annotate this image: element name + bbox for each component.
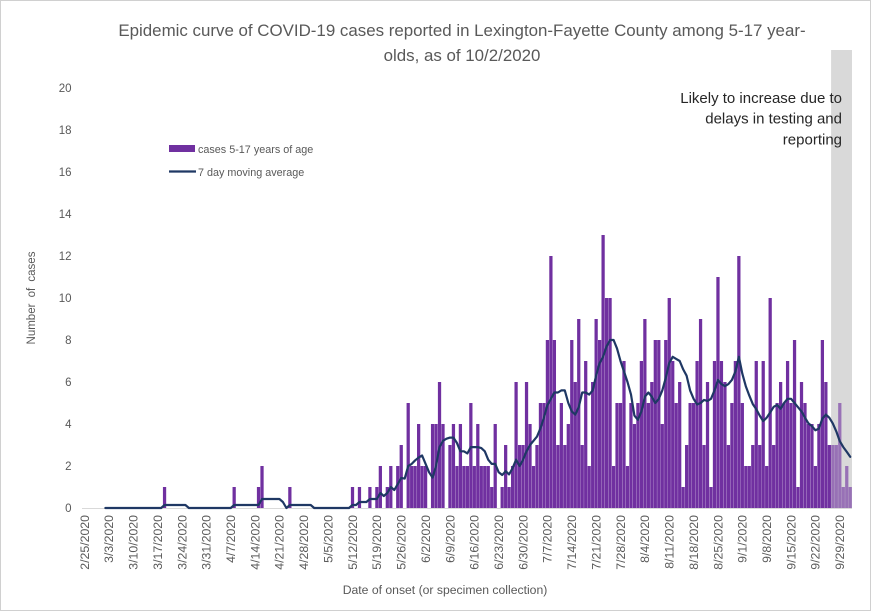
svg-text:olds, as of 10/2/2020: olds, as of 10/2/2020 bbox=[384, 46, 541, 65]
svg-text:cases 5-17 years of age: cases 5-17 years of age bbox=[198, 144, 313, 156]
svg-text:8/18/2020: 8/18/2020 bbox=[687, 515, 701, 570]
svg-text:9/29/2020: 9/29/2020 bbox=[833, 515, 847, 570]
svg-text:6/30/2020: 6/30/2020 bbox=[516, 515, 530, 570]
svg-text:8/11/2020: 8/11/2020 bbox=[663, 515, 677, 569]
svg-text:7/28/2020: 7/28/2020 bbox=[614, 515, 628, 570]
svg-text:delays in testing and: delays in testing and bbox=[705, 111, 842, 128]
svg-text:18: 18 bbox=[59, 125, 72, 137]
svg-text:6/9/2020: 6/9/2020 bbox=[443, 515, 457, 563]
svg-text:6: 6 bbox=[65, 377, 71, 389]
svg-text:Likely to increase due to: Likely to increase due to bbox=[680, 90, 842, 107]
svg-text:4/28/2020: 4/28/2020 bbox=[297, 515, 311, 570]
svg-text:Date of onset (or specimen col: Date of onset (or specimen collection) bbox=[343, 583, 548, 597]
svg-text:9/1/2020: 9/1/2020 bbox=[736, 515, 750, 563]
svg-text:3/10/2020: 3/10/2020 bbox=[127, 515, 141, 570]
svg-text:0: 0 bbox=[65, 503, 71, 515]
svg-text:8: 8 bbox=[65, 335, 71, 347]
svg-text:6/2/2020: 6/2/2020 bbox=[419, 515, 433, 563]
svg-text:5/19/2020: 5/19/2020 bbox=[370, 515, 384, 570]
svg-text:2/25/2020: 2/25/2020 bbox=[78, 515, 92, 570]
svg-text:7/7/2020: 7/7/2020 bbox=[541, 515, 555, 563]
svg-text:5/26/2020: 5/26/2020 bbox=[395, 515, 409, 570]
svg-text:3/31/2020: 3/31/2020 bbox=[200, 515, 214, 570]
svg-text:8/4/2020: 8/4/2020 bbox=[638, 515, 652, 563]
svg-text:4/14/2020: 4/14/2020 bbox=[248, 515, 262, 570]
svg-text:7/21/2020: 7/21/2020 bbox=[589, 515, 603, 570]
svg-text:3/17/2020: 3/17/2020 bbox=[151, 515, 165, 570]
svg-text:5/12/2020: 5/12/2020 bbox=[346, 515, 360, 570]
svg-text:9/8/2020: 9/8/2020 bbox=[760, 515, 774, 563]
svg-text:reporting: reporting bbox=[783, 131, 842, 148]
svg-text:12: 12 bbox=[59, 251, 72, 263]
svg-text:14: 14 bbox=[59, 209, 72, 221]
svg-text:7 day moving average: 7 day moving average bbox=[198, 167, 304, 179]
svg-text:4/7/2020: 4/7/2020 bbox=[224, 515, 238, 563]
svg-text:7/14/2020: 7/14/2020 bbox=[565, 515, 579, 570]
svg-text:10: 10 bbox=[59, 293, 72, 305]
svg-text:5/5/2020: 5/5/2020 bbox=[321, 515, 335, 563]
svg-text:9/22/2020: 9/22/2020 bbox=[809, 515, 823, 570]
svg-text:16: 16 bbox=[59, 167, 72, 179]
svg-text:6/23/2020: 6/23/2020 bbox=[492, 515, 506, 570]
svg-text:Epidemic curve of COVID-19 cas: Epidemic curve of COVID-19 cases reporte… bbox=[118, 21, 805, 40]
svg-text:2: 2 bbox=[65, 461, 71, 473]
svg-text:20: 20 bbox=[59, 83, 72, 95]
svg-text:4/21/2020: 4/21/2020 bbox=[273, 515, 287, 570]
svg-text:6/16/2020: 6/16/2020 bbox=[468, 515, 482, 570]
svg-text:3/24/2020: 3/24/2020 bbox=[175, 515, 189, 570]
svg-text:8/25/2020: 8/25/2020 bbox=[711, 515, 725, 570]
svg-text:9/15/2020: 9/15/2020 bbox=[784, 515, 798, 570]
svg-text:Number of cases: Number of cases bbox=[26, 251, 38, 344]
svg-text:3/3/2020: 3/3/2020 bbox=[102, 515, 116, 563]
svg-text:4: 4 bbox=[65, 419, 72, 431]
